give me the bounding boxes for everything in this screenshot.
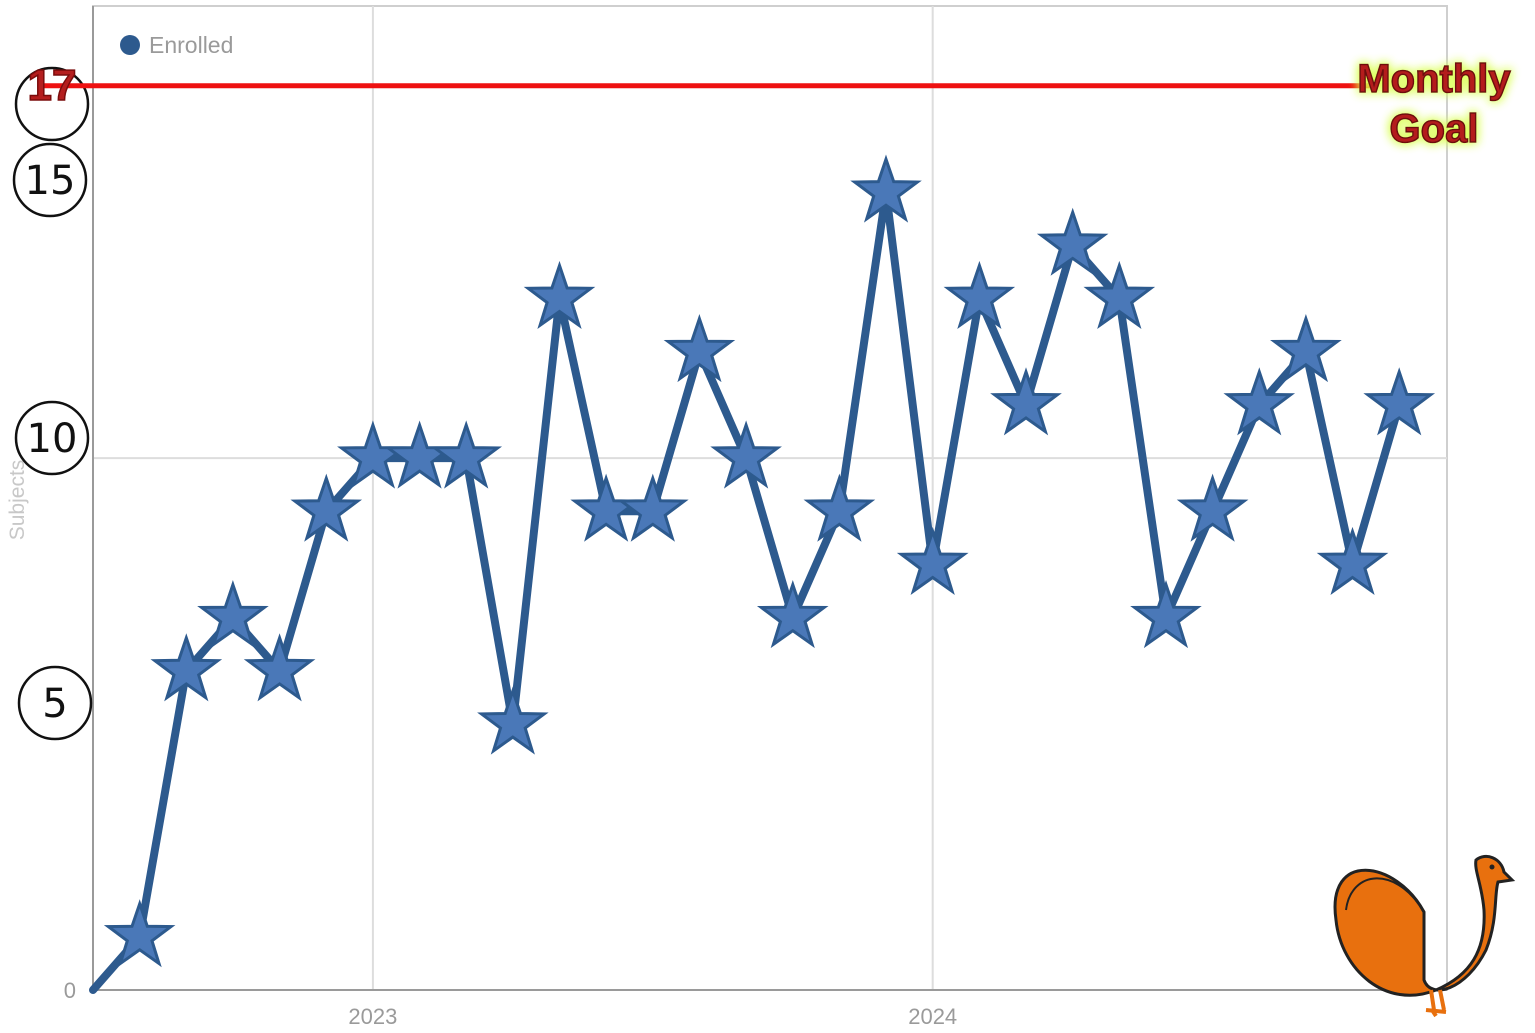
data-point-star: [430, 420, 503, 489]
circled-value-5: 5: [17, 665, 93, 741]
data-point-star: [616, 473, 689, 542]
x-tick-label: 2023: [348, 1004, 397, 1029]
data-point-star: [197, 580, 269, 649]
goal-label-line-2: Goal: [1390, 107, 1479, 151]
data-points: [103, 154, 1436, 968]
goal-label: Monthly Goal: [1357, 56, 1513, 152]
goal-value-label: 17: [28, 61, 77, 110]
data-point-star: [1036, 207, 1109, 276]
data-point-star: [477, 686, 549, 755]
data-point-star: [943, 260, 1016, 329]
turkey-icon: [1333, 855, 1516, 1018]
y-axis-label: Subjects: [6, 460, 29, 541]
data-point-star: [243, 633, 316, 702]
data-point-star: [523, 260, 596, 329]
data-point-star: [1316, 526, 1389, 595]
legend-marker: [120, 35, 140, 55]
data-point-star: [990, 367, 1062, 436]
plot-area: [92, 5, 1448, 991]
data-point-star: [1223, 367, 1296, 436]
x-tick-label: 2024: [908, 1004, 957, 1029]
data-point-star: [103, 899, 176, 968]
data-point-star: [150, 633, 223, 702]
data-point-star: [1270, 314, 1342, 383]
x-tick-labels: 2023 2024: [348, 1004, 957, 1029]
circled-value-text: 5: [42, 681, 67, 727]
circled-value-text: 15: [25, 158, 76, 204]
data-point-star: [1363, 367, 1436, 436]
grid: [93, 6, 1447, 990]
data-point-star: [1130, 580, 1202, 649]
data-point-star: [1083, 260, 1156, 329]
circled-value-text: 10: [27, 416, 78, 462]
data-point-star: [1176, 473, 1249, 542]
goal-label-line-1: Monthly: [1357, 57, 1511, 101]
circled-value-15: 15: [12, 142, 88, 218]
legend-label-enrolled: Enrolled: [149, 32, 233, 58]
data-point-star: [756, 580, 829, 649]
circled-value-10: 10: [14, 400, 90, 476]
data-point-star: [803, 473, 876, 542]
data-point-star: [710, 420, 782, 489]
data-point-star: [663, 314, 736, 383]
y-tick-label-0: 0: [64, 978, 76, 1003]
data-point-star: [290, 473, 363, 542]
circled-values: 15 10 5: [12, 66, 93, 741]
data-point-star: [896, 526, 969, 595]
data-point-star: [850, 154, 922, 223]
